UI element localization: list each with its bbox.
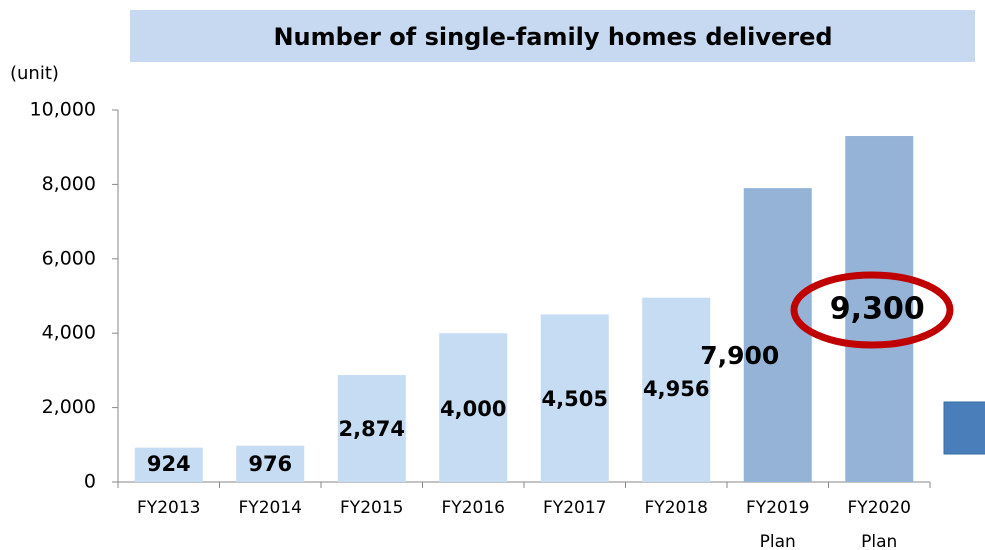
bar [439, 333, 508, 482]
value-label: 976 [248, 452, 292, 476]
value-label: 2,874 [339, 417, 405, 441]
bar [642, 297, 711, 482]
y-tick-label: 4,000 [42, 322, 96, 344]
value-label: 7,900 [700, 341, 779, 370]
chart-title: Number of single-family homes delivered [273, 23, 832, 51]
y-tick-label: 6,000 [42, 247, 96, 269]
x-tick-label: FY2019 Plan [746, 498, 809, 550]
bar [845, 136, 914, 483]
y-tick-label: 10,000 [30, 99, 96, 121]
value-label: 4,505 [542, 387, 608, 411]
bar [337, 375, 406, 482]
value-label: 924 [147, 452, 191, 476]
y-tick-label: 0 [84, 471, 96, 493]
x-tick-label: FY2017 [543, 498, 606, 518]
highlight-ellipse [790, 271, 954, 349]
value-label: 4,956 [643, 377, 709, 401]
x-tick-label: FY2015 [340, 498, 403, 518]
bar [236, 445, 305, 482]
x-tick-label: FY2020 Plan [848, 498, 911, 550]
bar [540, 314, 609, 482]
value-label: 4,000 [440, 397, 506, 421]
x-tick-label: FY2014 [239, 498, 302, 518]
y-axis-label: (unit) [10, 63, 59, 84]
x-tick-label: FY2013 [137, 498, 200, 518]
y-tick-label: 8,000 [42, 173, 96, 195]
bar [134, 447, 203, 482]
value-label: 9,300 [830, 292, 925, 327]
y-tick-label: 2,000 [42, 396, 96, 418]
decoration [943, 401, 985, 455]
x-tick-label: FY2018 [645, 498, 708, 518]
title-banner [130, 10, 975, 62]
bar [743, 188, 812, 482]
x-tick-label: FY2016 [442, 498, 505, 518]
